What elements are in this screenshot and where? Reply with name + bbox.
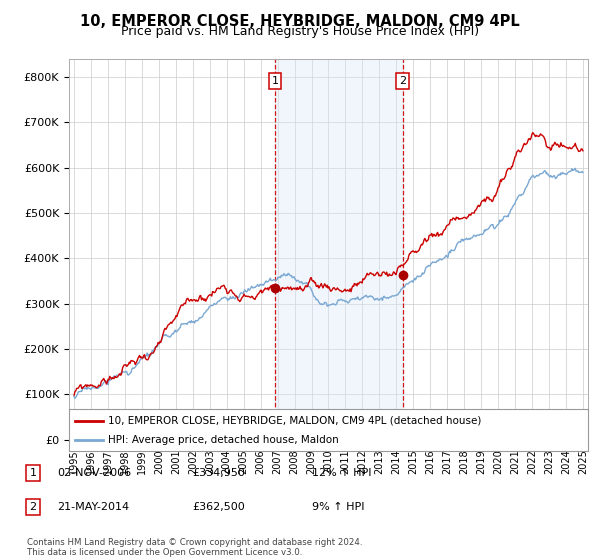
Text: Contains HM Land Registry data © Crown copyright and database right 2024.
This d: Contains HM Land Registry data © Crown c… (27, 538, 362, 557)
Text: £362,500: £362,500 (192, 502, 245, 512)
Text: Price paid vs. HM Land Registry's House Price Index (HPI): Price paid vs. HM Land Registry's House … (121, 25, 479, 38)
Text: HPI: Average price, detached house, Maldon: HPI: Average price, detached house, Mald… (108, 435, 338, 445)
Text: 02-NOV-2006: 02-NOV-2006 (57, 468, 131, 478)
Bar (275, 59, 403, 440)
Text: 10, EMPEROR CLOSE, HEYBRIDGE, MALDON, CM9 4PL: 10, EMPEROR CLOSE, HEYBRIDGE, MALDON, CM… (80, 14, 520, 29)
Text: 10, EMPEROR CLOSE, HEYBRIDGE, MALDON, CM9 4PL (detached house): 10, EMPEROR CLOSE, HEYBRIDGE, MALDON, CM… (108, 416, 481, 426)
Text: 1: 1 (271, 76, 278, 86)
Text: 21-MAY-2014: 21-MAY-2014 (57, 502, 129, 512)
Text: £334,950: £334,950 (192, 468, 245, 478)
Text: 1: 1 (29, 468, 37, 478)
Text: 2: 2 (399, 76, 406, 86)
Text: 2: 2 (29, 502, 37, 512)
Text: 12% ↑ HPI: 12% ↑ HPI (312, 468, 371, 478)
Text: 9% ↑ HPI: 9% ↑ HPI (312, 502, 365, 512)
